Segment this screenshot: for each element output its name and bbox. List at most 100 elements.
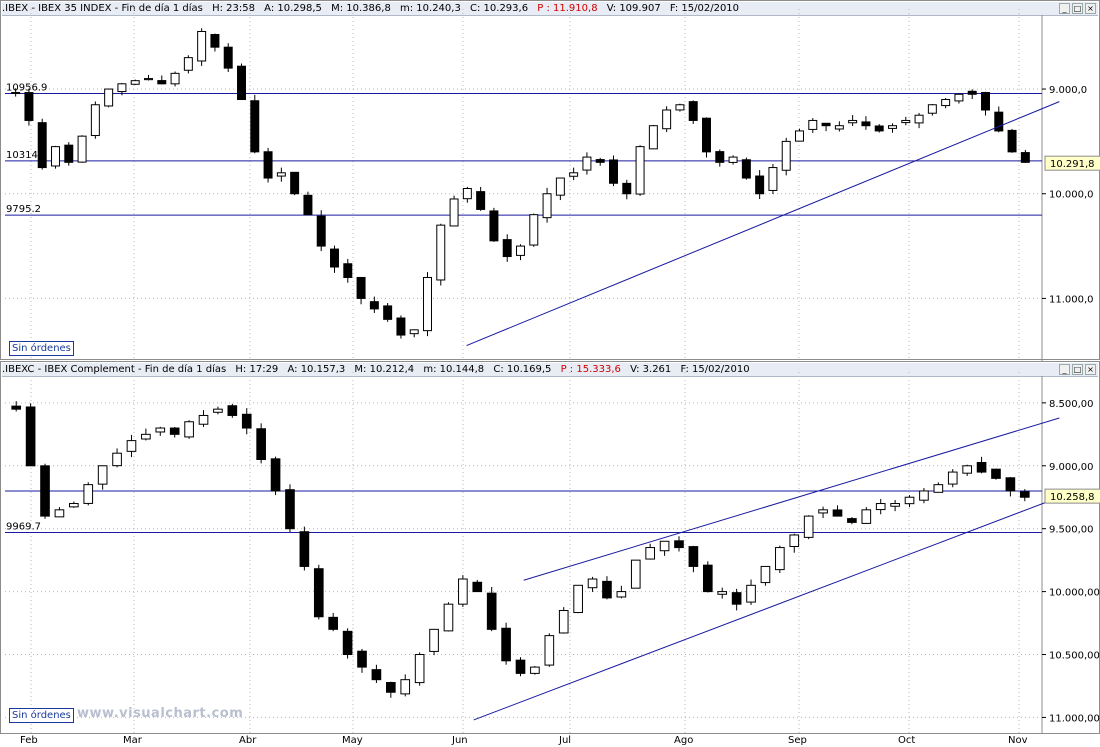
header-h: H: 23:58 bbox=[212, 3, 255, 14]
minimize-icon[interactable]: _ bbox=[1059, 3, 1070, 14]
last-price-label: 10.258,8 bbox=[1050, 492, 1095, 503]
candle-body bbox=[250, 100, 260, 153]
candle-body bbox=[213, 408, 223, 413]
orders-badge[interactable]: Sin órdenes bbox=[9, 708, 74, 723]
candle-body bbox=[731, 592, 742, 605]
candle-body bbox=[635, 146, 645, 195]
candle-body bbox=[914, 114, 924, 124]
candle-body bbox=[803, 515, 814, 538]
x-tick-label: Jul bbox=[559, 735, 572, 746]
level-label: 9969.7 bbox=[6, 522, 41, 533]
candle-body bbox=[717, 591, 728, 595]
candle-body bbox=[117, 83, 127, 93]
candle-body bbox=[285, 489, 295, 530]
candle-body bbox=[443, 603, 454, 632]
minimize-icon[interactable]: _ bbox=[1059, 364, 1070, 375]
y-tick-label: 10.000,0 bbox=[1049, 190, 1094, 201]
maximize-icon[interactable]: □ bbox=[1072, 3, 1083, 14]
candle-body bbox=[775, 547, 785, 571]
candle-body bbox=[11, 92, 21, 95]
y-tick-label: 8.500,00 bbox=[1049, 399, 1094, 410]
candle-body bbox=[409, 329, 419, 335]
candle-body bbox=[429, 628, 439, 652]
header-a: A: 10.298,5 bbox=[264, 3, 322, 14]
x-tick-label: Sep bbox=[788, 735, 807, 746]
candle-body bbox=[449, 198, 459, 227]
candle-body bbox=[37, 122, 47, 169]
candle-body bbox=[155, 427, 166, 433]
candle-body bbox=[157, 80, 167, 85]
candle-body bbox=[170, 72, 180, 85]
brand-watermark: www.visualchart.com bbox=[77, 706, 244, 721]
header-f: F: 15/02/2010 bbox=[669, 3, 740, 14]
close-icon[interactable]: × bbox=[1085, 3, 1096, 14]
candle-body bbox=[674, 540, 684, 549]
candle-body bbox=[582, 156, 592, 171]
maximize-icon[interactable]: □ bbox=[1072, 364, 1083, 375]
candle-body bbox=[662, 109, 672, 130]
y-tick-label: 10.000,00 bbox=[1049, 588, 1100, 599]
candle-body bbox=[848, 119, 858, 124]
level-label: 10314.3 bbox=[6, 150, 47, 161]
candle-body bbox=[933, 484, 944, 493]
candle-body bbox=[198, 414, 209, 425]
candle-body bbox=[818, 509, 828, 514]
candle-body bbox=[24, 92, 34, 121]
header-v: V: 109.907 bbox=[606, 3, 661, 14]
candle-body bbox=[486, 592, 497, 630]
candle-body bbox=[904, 496, 915, 505]
candle-body bbox=[227, 405, 238, 416]
candle-body bbox=[890, 503, 900, 507]
candle-body bbox=[941, 99, 951, 107]
candle-body bbox=[675, 104, 685, 111]
header-symbol: .IBEXC - IBEX Complement - Fin de día 1 … bbox=[2, 364, 227, 375]
candle-body bbox=[343, 263, 353, 278]
candle-body bbox=[947, 471, 958, 485]
candle-body bbox=[609, 159, 618, 184]
candle-body bbox=[595, 159, 605, 163]
candle-body bbox=[555, 177, 565, 196]
y-tick-label: 10.500,00 bbox=[1049, 651, 1100, 662]
candle-body bbox=[544, 635, 555, 666]
candle-body bbox=[622, 182, 632, 195]
candle-body bbox=[789, 534, 800, 548]
candle-body bbox=[919, 490, 929, 501]
candle-body bbox=[834, 125, 844, 130]
orders-badge[interactable]: Sin órdenes bbox=[9, 341, 74, 356]
candle-body bbox=[516, 245, 525, 256]
last-price-label: 10.291,8 bbox=[1050, 159, 1095, 170]
candle-body bbox=[64, 144, 74, 163]
candle-body bbox=[184, 421, 194, 438]
candle-body bbox=[967, 90, 977, 95]
header-symbol: .IBEX - IBEX 35 INDEX - Fin de día 1 día… bbox=[2, 3, 203, 14]
candle-body bbox=[728, 156, 738, 163]
candle-body bbox=[386, 682, 396, 693]
candlestick-chart-ibex[interactable]: 11.000,0 10.000,0 9.000,0 10956.9 10314.3 979… bbox=[1, 1, 1100, 361]
candle-body bbox=[270, 458, 281, 492]
candle-body bbox=[688, 101, 698, 121]
window-buttons: _ □ × bbox=[1059, 363, 1096, 376]
candle-body bbox=[702, 564, 713, 593]
candle-body bbox=[51, 146, 60, 167]
candle-body bbox=[659, 540, 670, 552]
candle-body bbox=[69, 503, 79, 508]
candle-body bbox=[645, 547, 655, 560]
y-tick-label: 9.000,0 bbox=[1049, 85, 1087, 96]
candlestick-chart-ibexc[interactable]: 11.000,00 10.500,00 10.000,00 9.500,00 9.000… bbox=[1, 362, 1100, 735]
header-mm: m: 10.240,3 bbox=[400, 3, 461, 14]
header-c: C: 10.169,5 bbox=[493, 364, 552, 375]
panel-header: .IBEXC - IBEX Complement - Fin de día 1 … bbox=[2, 363, 1098, 377]
candle-body bbox=[330, 248, 339, 268]
candle-body bbox=[648, 125, 658, 150]
candle-body bbox=[515, 659, 526, 674]
candle-body bbox=[927, 104, 937, 114]
header-p: P : 11.910,8 bbox=[537, 3, 598, 14]
candle-body bbox=[371, 669, 382, 681]
candle-body bbox=[573, 584, 583, 614]
candle-body bbox=[141, 433, 151, 440]
candle-body bbox=[400, 679, 411, 695]
candle-body bbox=[414, 654, 425, 684]
close-icon[interactable]: × bbox=[1085, 364, 1096, 375]
candle-body bbox=[476, 191, 486, 210]
candle-body bbox=[976, 461, 987, 473]
